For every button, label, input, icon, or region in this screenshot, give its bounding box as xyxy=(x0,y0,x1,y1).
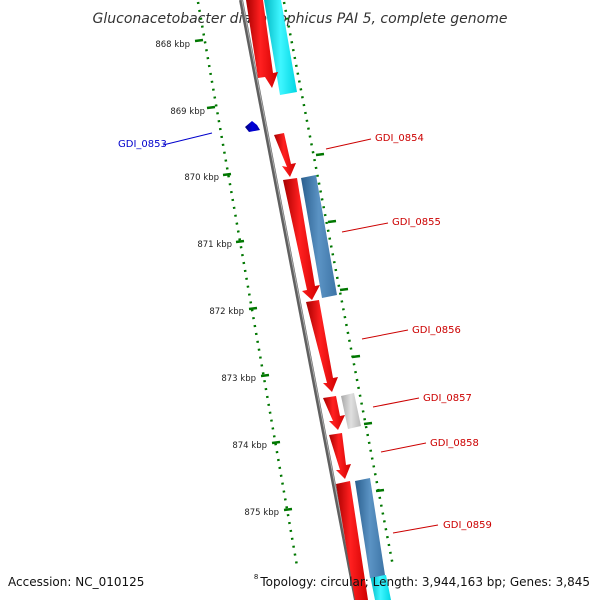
gene-GDI_0857-feature[interactable] xyxy=(341,393,361,429)
map-title: Gluconacetobacter diazotrophicus PAI 5, … xyxy=(93,11,508,27)
gene-GDI_0859-feature[interactable] xyxy=(355,478,385,578)
ruler-tick-label: 872 kbp xyxy=(209,307,244,317)
cds-arrow[interactable] xyxy=(246,0,278,88)
gene-GDI_0859-arrow[interactable] xyxy=(336,481,368,600)
gene-GDI_0854-arrow[interactable] xyxy=(274,133,296,177)
topology-text: Topology: circular; Length: 3,944,163 bp… xyxy=(260,575,590,589)
topology-mark: 8 xyxy=(253,573,259,581)
outer-dotted-line xyxy=(282,1,395,567)
outer-track-tick xyxy=(315,152,325,157)
gene-label-GDI_0859[interactable]: GDI_0859 xyxy=(443,520,492,531)
ruler-tick-mark xyxy=(194,38,204,43)
gene-label-GDI_0854[interactable]: GDI_0854 xyxy=(375,133,424,144)
ruler-tick-868: 868 kbp xyxy=(155,38,204,50)
callout-line-GDI_0858 xyxy=(380,442,427,453)
cyan-feature[interactable] xyxy=(264,0,297,95)
gene-label-GDI_0853[interactable]: GDI_0853 xyxy=(118,139,167,150)
cyan-feature[interactable] xyxy=(370,575,391,600)
ruler-tick-mark xyxy=(260,373,270,378)
callout-line-GDI_0857 xyxy=(372,397,420,408)
callout-line-GDI_0854 xyxy=(325,138,372,150)
ruler-tick-label: 870 kbp xyxy=(184,173,219,183)
ruler-tick-label: 875 kbp xyxy=(244,508,279,518)
ruler-tick-870: 870 kbp xyxy=(184,172,232,183)
callout-line-GDI_0853 xyxy=(162,132,213,146)
ruler-tick-mark xyxy=(235,239,245,244)
outer-track-ticks xyxy=(315,152,385,493)
gene-GDI_0857-arrow[interactable] xyxy=(323,396,345,430)
ruler-tick-mark xyxy=(222,172,232,177)
outer-track-tick xyxy=(327,219,337,224)
outer-track-tick xyxy=(363,421,373,426)
ruler-tick-mark xyxy=(248,306,258,311)
genome-backbone-highlight xyxy=(241,0,358,600)
ruler-tick-873: 873 kbp xyxy=(221,373,270,384)
ruler-tick-872: 872 kbp xyxy=(209,306,258,317)
gene-GDI_0853-arrow[interactable] xyxy=(245,121,260,132)
outer-track-tick xyxy=(339,287,349,292)
gene-GDI_0855-cds-arrow[interactable] xyxy=(283,178,320,300)
callout-line-GDI_0859 xyxy=(392,524,439,534)
gene-label-GDI_0858[interactable]: GDI_0858 xyxy=(430,438,479,449)
ruler-tick-label: 871 kbp xyxy=(197,240,232,250)
callout-line-GDI_0855 xyxy=(341,222,389,233)
ruler-tick-mark xyxy=(283,507,293,512)
ruler-tick-label: 868 kbp xyxy=(155,40,190,50)
outer-track-tick xyxy=(375,488,385,493)
ruler-tick-label: 874 kbp xyxy=(232,441,267,451)
gene-GDI_0855-feature[interactable] xyxy=(301,175,337,298)
ruler-tick-label: 873 kbp xyxy=(221,374,256,384)
ruler-tick-874: 874 kbp xyxy=(232,440,281,451)
ruler-tick-871: 871 kbp xyxy=(197,239,245,250)
ruler-tick-mark xyxy=(206,105,216,110)
ruler-tick-mark xyxy=(271,440,281,445)
gene-label-GDI_0857[interactable]: GDI_0857 xyxy=(423,393,472,404)
topology-summary: 8 Topology: circular; Length: 3,944,163 b… xyxy=(253,573,590,589)
gene-label-GDI_0855[interactable]: GDI_0855 xyxy=(392,217,441,228)
ruler-tick-869: 869 kbp xyxy=(170,105,216,117)
gene-GDI_0856-arrow[interactable] xyxy=(306,300,338,392)
accession-text: Accession: NC_010125 xyxy=(8,575,145,589)
ruler-tick-875: 875 kbp xyxy=(244,507,293,518)
gene-GDI_0858-arrow[interactable] xyxy=(329,433,351,479)
genome-backbone xyxy=(239,0,358,600)
ruler-tick-label: 869 kbp xyxy=(170,107,205,117)
callout-line-GDI_0856 xyxy=(361,329,409,340)
gene-label-GDI_0856[interactable]: GDI_0856 xyxy=(412,325,461,336)
outer-track-tick xyxy=(351,354,361,359)
